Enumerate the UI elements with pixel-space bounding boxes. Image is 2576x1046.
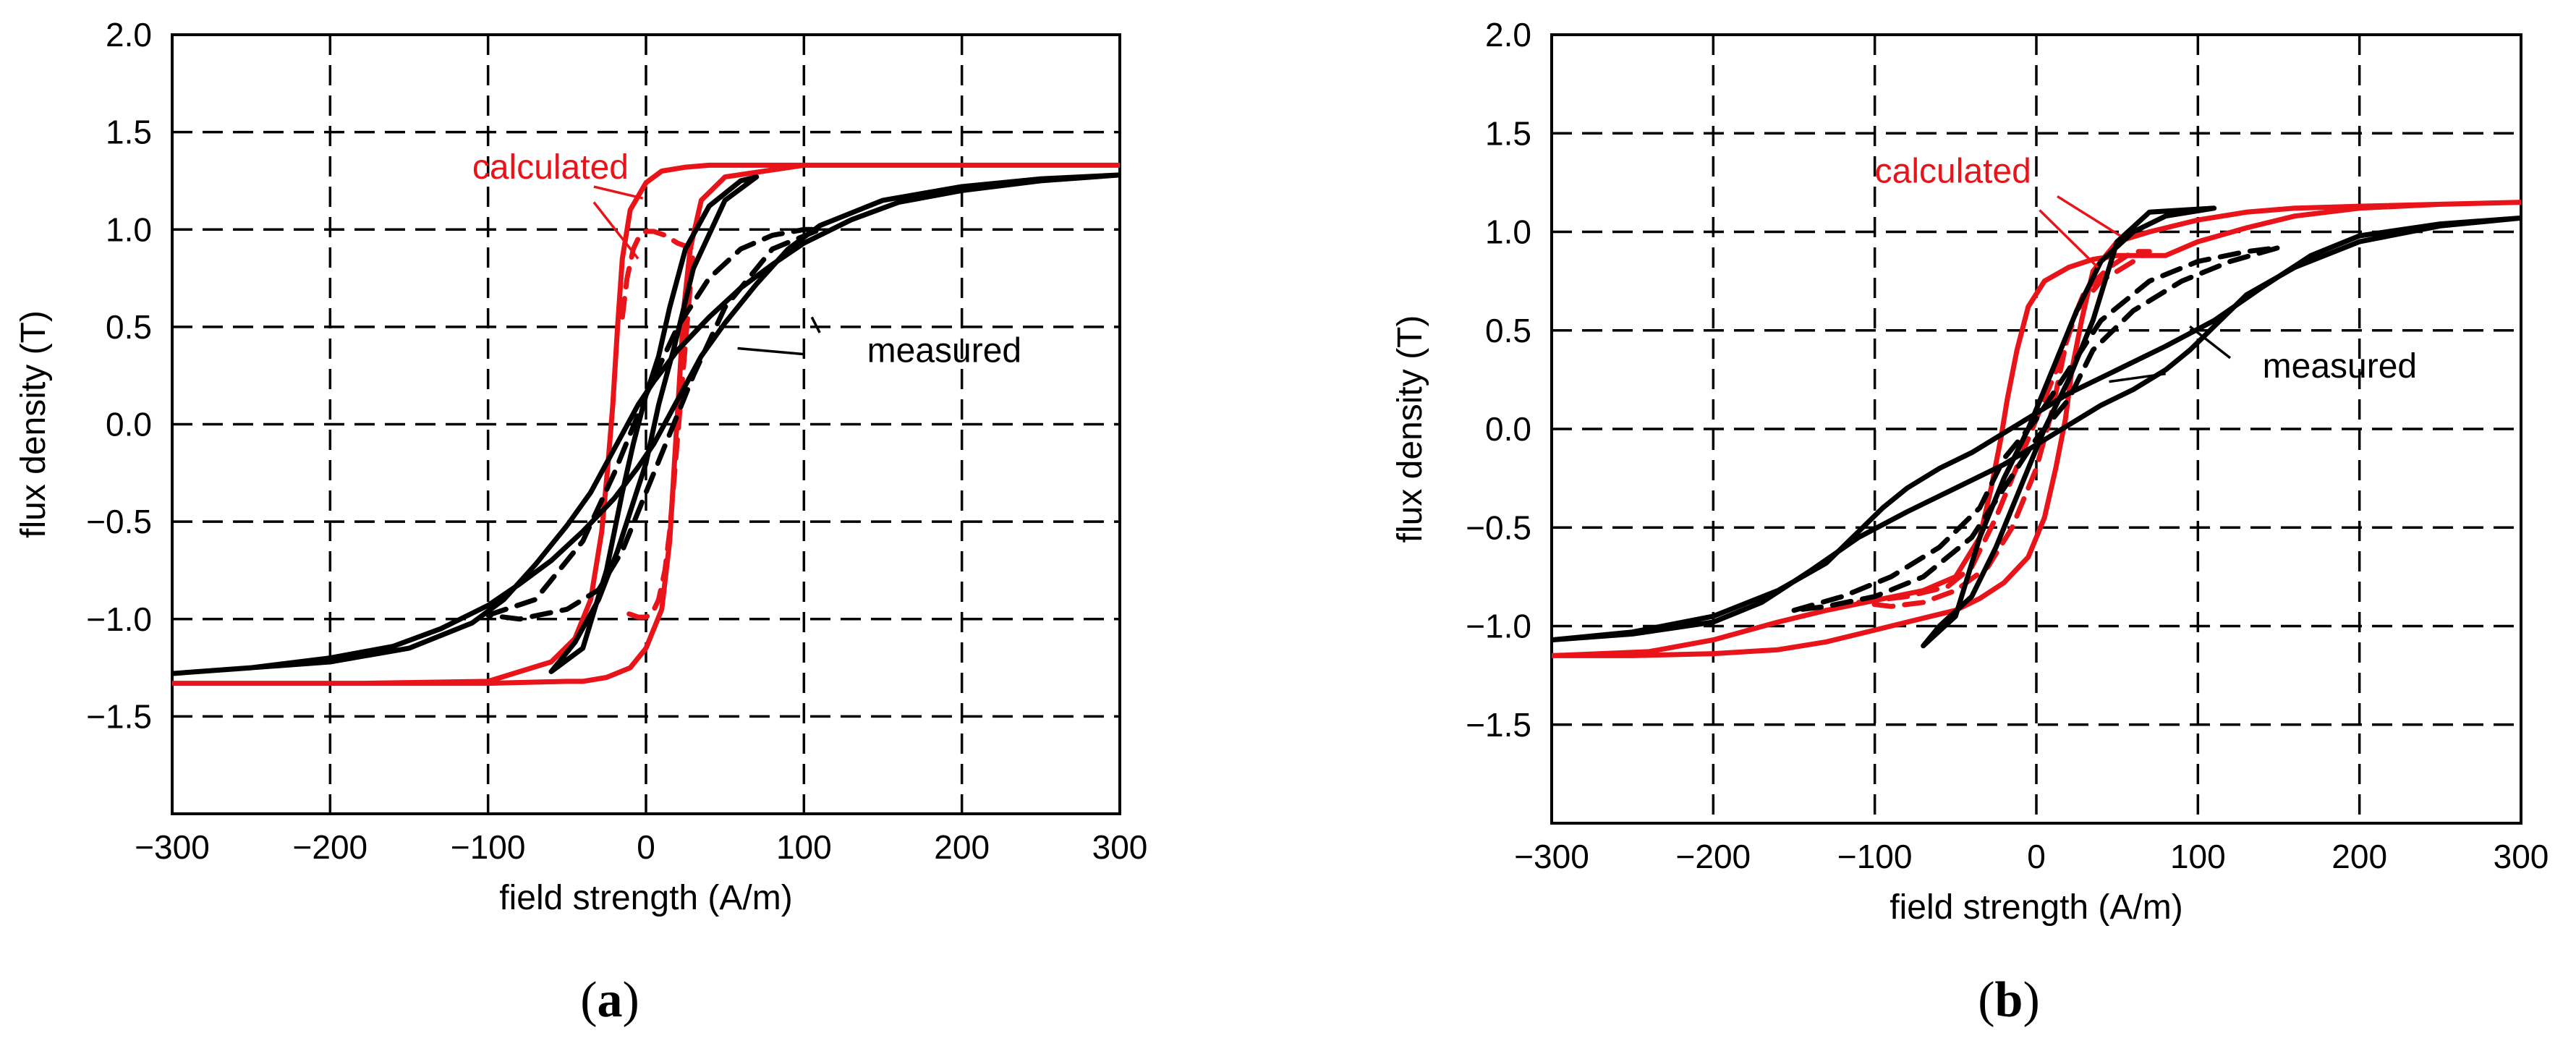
y-tick-labels: 2.0 1.5 1.0 0.5 0.0 −0.5 −1.0 −1.5 — [86, 16, 152, 735]
y-axis-label: flux density (T) — [14, 310, 53, 538]
y-tick-label: 1.5 — [1485, 114, 1531, 152]
y-tick-label: −0.5 — [86, 503, 152, 540]
panel-label: (b) — [1978, 972, 2040, 1028]
annotation-label: measured — [867, 331, 1021, 370]
y-tick-label: −1.0 — [1466, 608, 1531, 645]
y-tick-label: −1.0 — [86, 600, 152, 638]
x-tick-label: 200 — [2331, 838, 2387, 875]
y-tick-label: −0.5 — [1466, 509, 1531, 546]
x-tick-label: 100 — [2170, 838, 2226, 875]
y-tick-label: 0.0 — [106, 406, 152, 443]
series-line-5 — [485, 226, 822, 622]
annotation-leader-2-2 — [2109, 372, 2166, 383]
panel-label-letter: a — [598, 972, 623, 1028]
series-line-4 — [1921, 205, 2217, 649]
y-tick-labels: 2.0 1.5 1.0 0.5 0.0 −0.5 −1.0 −1.5 — [1466, 16, 1531, 744]
annotation-label: calculated — [472, 148, 629, 187]
y-tick-label: 0.5 — [106, 308, 152, 346]
x-tick-label: −100 — [451, 828, 526, 866]
annotation-leader-2-2 — [737, 346, 804, 356]
series-line-3 — [172, 172, 1120, 676]
panel-label-close: ) — [2023, 972, 2039, 1028]
y-tick-label: −1.5 — [1466, 706, 1531, 744]
annotation-leader-2-1 — [810, 316, 821, 333]
series-line-3 — [1552, 215, 2521, 643]
panel-label-close: ) — [623, 972, 639, 1028]
x-tick-label: −300 — [135, 828, 210, 866]
x-tick-label: 0 — [637, 828, 655, 866]
x-tick-label: −100 — [1837, 838, 1913, 875]
y-tick-label: 1.5 — [106, 114, 152, 151]
chart-panel-a: calculated measured −300 −200 −100 0 100 200 300… — [14, 16, 1147, 1028]
x-tick-label: 300 — [1092, 828, 1148, 866]
annotations: calculated measured — [1875, 152, 2417, 386]
annotations: calculated measured — [472, 148, 1021, 370]
x-tick-label: 300 — [2494, 838, 2549, 875]
x-tick-label: 100 — [776, 828, 832, 866]
annotation-leader-1-2 — [2039, 209, 2099, 268]
panel-label-letter: b — [1995, 972, 2023, 1028]
y-tick-label: 2.0 — [1485, 16, 1531, 54]
y-tick-label: 0.5 — [1485, 312, 1531, 349]
x-tick-labels: −300 −200 −100 0 100 200 300 — [1514, 838, 2549, 875]
y-tick-label: 1.0 — [106, 211, 152, 248]
plot-frame — [1550, 33, 2522, 825]
panel-label-open: ( — [580, 972, 597, 1028]
y-axis-label: flux density (T) — [1391, 315, 1429, 543]
x-tick-label: −300 — [1514, 838, 1589, 875]
grid — [1552, 35, 2521, 823]
annotation-label: calculated — [1875, 152, 2031, 190]
annotation-leader-1-1 — [2057, 195, 2122, 237]
y-tick-label: 1.0 — [1485, 213, 1531, 251]
panel-label-open: ( — [1978, 972, 1994, 1028]
annotation-leader-1-2 — [592, 201, 639, 260]
y-tick-label: 2.0 — [106, 16, 152, 54]
x-tick-labels: −300 −200 −100 0 100 200 300 — [135, 828, 1147, 866]
chart-panel-b: calculated measured −300 −200 −100 0 100 200 300… — [1391, 16, 2549, 1028]
x-axis-label: field strength (A/m) — [1890, 888, 2182, 927]
series-line-2 — [1856, 249, 2152, 609]
series-group — [1552, 200, 2521, 658]
x-tick-label: 200 — [934, 828, 990, 866]
annotation-leader-2-1 — [2189, 325, 2232, 360]
x-tick-label: 0 — [2027, 838, 2046, 875]
series-line-5 — [1791, 245, 2282, 613]
x-tick-label: −200 — [293, 828, 368, 866]
x-tick-label: −200 — [1676, 838, 1751, 875]
y-tick-label: 0.0 — [1485, 410, 1531, 448]
series-group — [172, 162, 1120, 686]
panel-label: (a) — [580, 972, 639, 1028]
y-tick-label: −1.5 — [86, 697, 152, 735]
plot-frame — [171, 33, 1121, 815]
series-line-4 — [548, 174, 760, 674]
annotation-leader-1-1 — [593, 185, 644, 200]
annotation-label: measured — [2263, 347, 2417, 386]
series-line-1 — [172, 162, 1120, 686]
x-axis-label: field strength (A/m) — [499, 879, 792, 917]
